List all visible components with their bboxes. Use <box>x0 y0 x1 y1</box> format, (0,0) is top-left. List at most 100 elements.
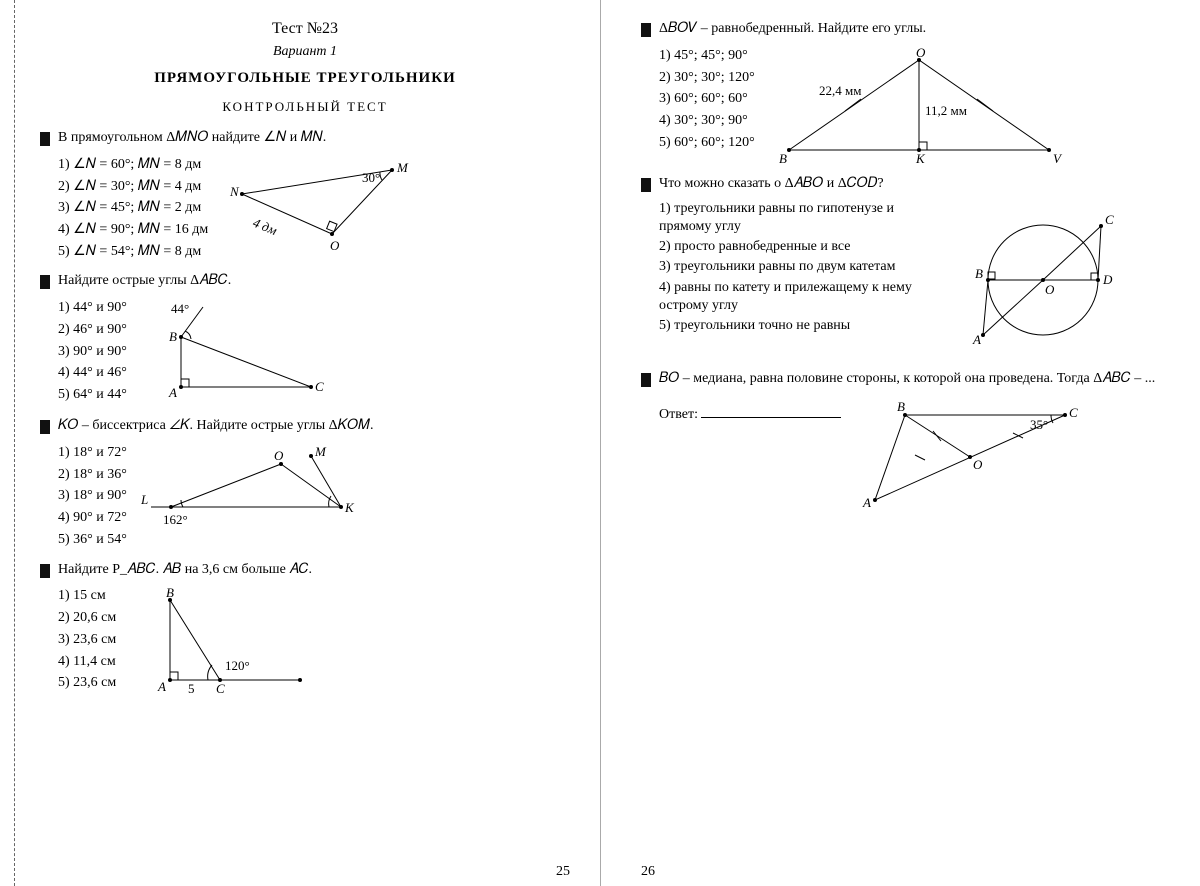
question-text: 𝐾𝑂 – биссектриса ∠𝐾. Найдите острые углы… <box>58 417 373 436</box>
svg-text:C: C <box>315 379 324 394</box>
question-3: 𝐾𝑂 – биссектриса ∠𝐾. Найдите острые углы… <box>40 417 570 436</box>
svg-text:5: 5 <box>188 681 195 696</box>
svg-text:K: K <box>344 500 355 515</box>
question-text: В прямоугольном Δ𝑀𝑁𝑂 найдите ∠𝑁 и 𝑀𝑁. <box>58 129 326 148</box>
list-item: 2) 18° и 36° <box>58 464 127 486</box>
list-item: 2) 46° и 90° <box>58 319 127 341</box>
test-number: Тест №23 <box>40 20 570 38</box>
list-item: 2) просто равнобедренные и все <box>659 238 939 256</box>
svg-text:C: C <box>1069 405 1078 420</box>
svg-text:K: K <box>915 151 926 165</box>
list-item: 1) ∠𝑁 = 60°; 𝑀𝑁 = 8 дм <box>58 154 208 176</box>
svg-text:O: O <box>916 45 926 60</box>
list-item: 5) 64° и 44° <box>58 384 127 406</box>
question-1: В прямоугольном Δ𝑀𝑁𝑂 найдите ∠𝑁 и 𝑀𝑁. <box>40 129 570 148</box>
list-item: 4) 30°; 30°; 90° <box>659 110 755 132</box>
question-marker-icon <box>641 373 651 387</box>
q2-options: 1) 44° и 90° 2) 46° и 90° 3) 90° и 90° 4… <box>58 297 570 407</box>
svg-text:A: A <box>157 679 166 694</box>
q3-options: 1) 18° и 72° 2) 18° и 36° 3) 18° и 90° 4… <box>58 442 570 550</box>
svg-text:M: M <box>396 160 409 175</box>
q5-options: 1) 45°; 45°; 90° 2) 30°; 30°; 120° 3) 60… <box>659 45 1170 165</box>
list-item: 5) 23,6 см <box>58 672 116 694</box>
list-item: 1) 44° и 90° <box>58 297 127 319</box>
svg-text:22,4 мм: 22,4 мм <box>819 83 861 98</box>
answer-blank[interactable] <box>701 403 841 418</box>
list-item: 1) 15 см <box>58 585 116 607</box>
list-item: 5) 36° и 54° <box>58 529 127 551</box>
answer-field: Ответ: <box>659 403 841 423</box>
svg-text:C: C <box>1105 212 1114 227</box>
svg-text:O: O <box>330 238 340 253</box>
svg-text:O: O <box>274 448 284 463</box>
svg-text:B: B <box>166 585 174 600</box>
svg-text:C: C <box>216 681 225 696</box>
question-marker-icon <box>40 132 50 146</box>
svg-text:35°: 35° <box>1030 417 1048 432</box>
list-item: 3) 90° и 90° <box>58 341 127 363</box>
list-item: 3) ∠𝑁 = 45°; 𝑀𝑁 = 2 дм <box>58 197 208 219</box>
question-6: Что можно сказать о Δ𝐴𝐵𝑂 и Δ𝐶𝑂𝐷? <box>641 175 1170 194</box>
svg-text:4 дм: 4 дм <box>251 215 279 238</box>
question-text: Найдите P_𝐴𝐵𝐶. 𝐴𝐵 на 3,6 см больше 𝐴𝐶. <box>58 561 312 580</box>
question-7: 𝐵𝑂 – медиана, равна половине стороны, к … <box>641 370 1170 389</box>
list-item: 4) 11,4 см <box>58 651 116 673</box>
svg-text:O: O <box>1045 282 1055 297</box>
list-item: 5) треугольники точно не равны <box>659 317 939 335</box>
svg-text:D: D <box>1102 272 1113 287</box>
list-item: 2) ∠𝑁 = 30°; 𝑀𝑁 = 4 дм <box>58 176 208 198</box>
svg-text:N: N <box>229 184 240 199</box>
svg-text:V: V <box>1053 151 1063 165</box>
svg-text:44°: 44° <box>171 301 189 316</box>
list-item: 5) 60°; 60°; 120° <box>659 132 755 154</box>
topic-label: ПРЯМОУГОЛЬНЫЕ ТРЕУГОЛЬНИКИ <box>40 70 570 87</box>
list-item: 2) 30°; 30°; 120° <box>659 67 755 89</box>
svg-text:M: M <box>314 444 327 459</box>
list-item: 1) 18° и 72° <box>58 442 127 464</box>
list-item: 3) треугольники равны по двум ка­тетам <box>659 258 939 276</box>
question-5: Δ𝐵𝑂𝑉 – равнобедренный. Найдите его углы. <box>641 20 1170 39</box>
q7-figure: 35° B C A O <box>855 395 1170 515</box>
question-text: Что можно сказать о Δ𝐴𝐵𝑂 и Δ𝐶𝑂𝐷? <box>659 175 884 194</box>
page-number: 25 <box>556 864 570 880</box>
svg-text:A: A <box>168 385 177 400</box>
q5-figure: 22,4 мм 11,2 мм B O V K <box>769 45 1170 165</box>
question-text: 𝐵𝑂 – медиана, равна половине стороны, к … <box>659 370 1155 389</box>
question-marker-icon <box>40 420 50 434</box>
subtopic-label: КОНТРОЛЬНЫЙ ТЕСТ <box>40 99 570 115</box>
svg-text:L: L <box>141 492 148 507</box>
list-item: 2) 20,6 см <box>58 607 116 629</box>
svg-text:30°: 30° <box>362 170 380 185</box>
svg-text:11,2 мм: 11,2 мм <box>925 103 967 118</box>
q4-figure: 120° B A C 5 <box>130 585 570 705</box>
question-text: Δ𝐵𝑂𝑉 – равнобедренный. Найдите его углы. <box>659 20 926 39</box>
svg-text:162°: 162° <box>163 512 188 527</box>
svg-text:B: B <box>169 329 177 344</box>
q3-figure: 162° K O M L <box>141 442 570 532</box>
q6-figure: B D C A O <box>953 200 1170 360</box>
question-marker-icon <box>40 564 50 578</box>
question-text: Найдите острые углы Δ𝐴𝐵𝐶. <box>58 272 231 291</box>
svg-text:B: B <box>975 266 983 281</box>
svg-text:B: B <box>897 399 905 414</box>
question-marker-icon <box>641 178 651 192</box>
list-item: 3) 23,6 см <box>58 629 116 651</box>
question-marker-icon <box>40 275 50 289</box>
list-item: 4) 44° и 46° <box>58 362 127 384</box>
list-item: 4) ∠𝑁 = 90°; 𝑀𝑁 = 16 дм <box>58 219 208 241</box>
svg-text:B: B <box>779 151 787 165</box>
question-marker-icon <box>641 23 651 37</box>
svg-text:O: O <box>973 457 983 472</box>
svg-text:120°: 120° <box>225 658 250 673</box>
q6-options: 1) треугольники равны по гипотену­зе и п… <box>659 200 1170 360</box>
answer-label: Ответ: <box>659 407 698 422</box>
q4-options: 1) 15 см 2) 20,6 см 3) 23,6 см 4) 11,4 с… <box>58 585 570 705</box>
question-2: Найдите острые углы Δ𝐴𝐵𝐶. <box>40 272 570 291</box>
list-item: 5) ∠𝑁 = 54°; 𝑀𝑁 = 8 дм <box>58 241 208 263</box>
q1-figure: 30° 4 дм N M O <box>222 154 570 254</box>
list-item: 3) 60°; 60°; 60° <box>659 88 755 110</box>
list-item: 4) равны по катету и прилежащему к нему … <box>659 279 939 315</box>
variant-label: Вариант 1 <box>40 44 570 60</box>
svg-text:A: A <box>862 495 871 510</box>
page-number: 26 <box>641 864 655 880</box>
